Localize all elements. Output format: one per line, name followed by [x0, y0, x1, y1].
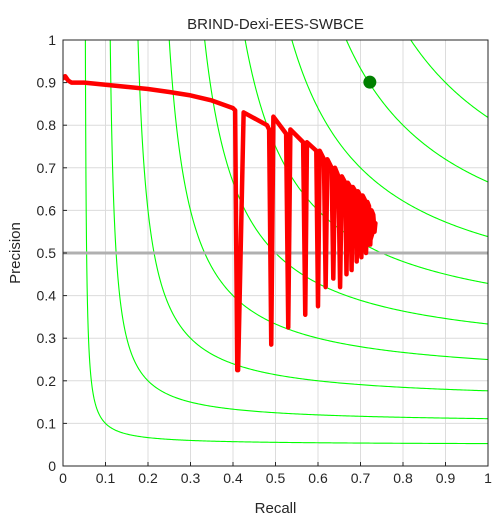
- points-group: [363, 75, 377, 89]
- iso-f-curve: [291, 40, 488, 238]
- iso-f-curve: [137, 40, 488, 392]
- y-tick-label: 0.8: [37, 117, 57, 133]
- x-tick-label: 0.5: [266, 470, 286, 486]
- iso-f-curves: [84, 40, 488, 445]
- y-tick-label: 0.5: [37, 245, 57, 261]
- chart-title: BRIND-Dexi-EES-SWBCE: [187, 16, 364, 33]
- x-tick-labels: 0 0.1 0.2 0.3 0.4 0.5 0.6 0.7 0.8 0.9 1: [59, 470, 492, 486]
- iso-f-curve: [84, 40, 488, 445]
- iso-f-curve: [204, 40, 488, 325]
- x-tick-label: 0.7: [351, 470, 371, 486]
- x-tick-label: 0.3: [181, 470, 201, 486]
- y-tick-label: 1: [48, 32, 56, 48]
- y-tick-label: 0.3: [37, 330, 57, 346]
- iso-f-curve: [345, 40, 488, 183]
- y-tick-label: 0: [48, 458, 56, 474]
- y-tick-label: 0.1: [37, 415, 57, 431]
- y-tick-label: 0.2: [37, 373, 57, 389]
- optimal-point-marker: [363, 75, 377, 89]
- x-tick-label: 1: [484, 470, 492, 486]
- x-tick-label: 0.8: [393, 470, 413, 486]
- x-tick-label: 0.4: [223, 470, 243, 486]
- iso-f-curve: [109, 40, 488, 420]
- y-tick-label: 0.4: [37, 288, 57, 304]
- x-tick-label: 0.2: [138, 470, 158, 486]
- y-tick-labels: 0 0.1 0.2 0.3 0.4 0.5 0.6 0.7 0.8 0.9 1: [37, 32, 57, 474]
- y-tick-label: 0.7: [37, 160, 57, 176]
- x-axis-label: Recall: [255, 500, 297, 517]
- iso-f-curve: [410, 40, 488, 118]
- series-group: [63, 73, 378, 373]
- y-axis-label: Precision: [7, 222, 24, 284]
- pr-curve-line: [63, 73, 378, 373]
- y-tick-label: 0.9: [37, 75, 57, 91]
- x-tick-label: 0.9: [436, 470, 456, 486]
- y-tick-label: 0.6: [37, 202, 57, 218]
- x-tick-label: 0.6: [308, 470, 328, 486]
- ticks: [62, 39, 489, 467]
- x-tick-label: 0: [59, 470, 67, 486]
- x-tick-label: 0.1: [96, 470, 116, 486]
